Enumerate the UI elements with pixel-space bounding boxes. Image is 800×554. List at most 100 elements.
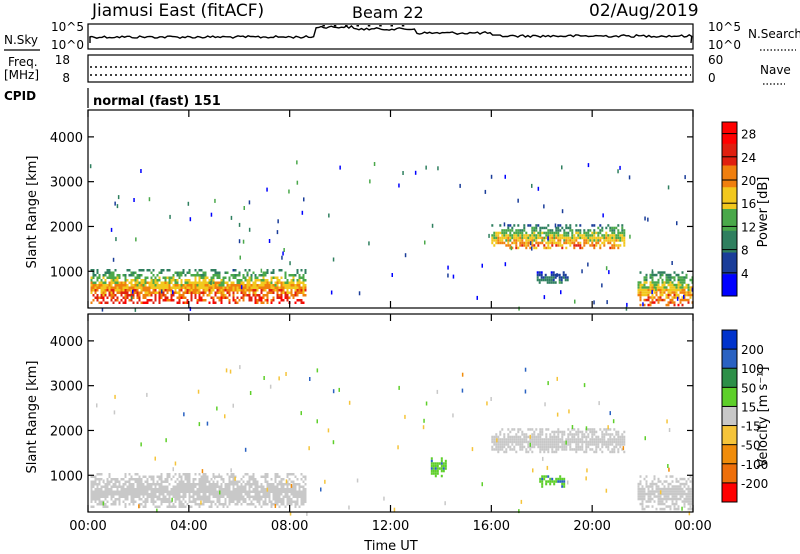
echo-cell (304, 279, 307, 282)
echo-cell (555, 229, 558, 232)
echo-cell (687, 502, 690, 506)
echo-cell (248, 286, 251, 289)
echo-cell (298, 493, 301, 496)
echo-cell (641, 490, 644, 493)
echo-cell (493, 234, 496, 237)
echo-cell (645, 291, 648, 294)
echo-cell (608, 270, 610, 275)
echo-cell (94, 289, 97, 292)
echo-cell (543, 445, 546, 449)
echo-cell (589, 448, 592, 451)
echo-cell (214, 485, 217, 488)
echo-cell (96, 483, 99, 486)
echo-cell (238, 495, 241, 498)
echo-cell (102, 284, 105, 287)
echo-cell (198, 490, 201, 493)
echo-cell (575, 244, 578, 247)
echo-cell (537, 241, 540, 245)
echo-cell (224, 286, 227, 289)
echo-cell (675, 477, 678, 481)
echo-cell (304, 284, 307, 287)
echo-cell (348, 505, 350, 510)
echo-cell (625, 306, 628, 311)
echo-cell (282, 483, 285, 486)
echo-cell (579, 224, 582, 227)
echo-cell (645, 485, 648, 488)
echo-cell (561, 234, 564, 237)
echo-cell (683, 477, 686, 481)
echo-cell (290, 490, 293, 493)
echo-cell (242, 480, 245, 483)
echo-cell (568, 409, 570, 414)
echo-cell (639, 271, 642, 274)
echo-cell (675, 273, 678, 277)
echo-cell (639, 482, 642, 486)
echo-cell (238, 271, 241, 274)
echo-cell (659, 293, 662, 297)
echo-cell (228, 291, 231, 294)
echo-cell (192, 498, 195, 501)
echo-cell (243, 206, 245, 210)
echo-cell (651, 281, 654, 284)
echo-cell (164, 281, 167, 284)
echo-cell (218, 488, 221, 491)
echo-cell (655, 293, 658, 297)
echo-cell (262, 279, 265, 282)
echo-cell (659, 296, 662, 299)
echo-cell (218, 286, 221, 289)
echo-cell (166, 269, 169, 272)
echo-cell (539, 428, 542, 431)
echo-cell (250, 483, 253, 486)
echo-cell (116, 204, 119, 209)
echo-cell (176, 286, 179, 289)
echo-cell (254, 493, 257, 496)
echo-cell (182, 483, 185, 486)
echo-cell (274, 289, 277, 292)
echo-cell (539, 433, 542, 436)
echo-cell (555, 234, 558, 237)
echo-cell (122, 281, 125, 284)
echo-cell (98, 503, 101, 506)
echo-cell (132, 488, 135, 491)
echo-cell (641, 500, 644, 503)
echo-cell (164, 276, 167, 279)
echo-cell (104, 289, 107, 292)
echo-cell (192, 480, 195, 483)
echo-cell (198, 498, 201, 501)
echo-cell (158, 286, 161, 289)
echo-cell (548, 278, 551, 282)
echo-cell (92, 505, 95, 508)
echo-cell (593, 438, 596, 441)
echo-cell (683, 288, 686, 292)
echo-cell (286, 485, 289, 488)
echo-cell (539, 430, 542, 434)
echo-cell (172, 467, 174, 472)
echo-cell (539, 443, 542, 446)
echo-cell (96, 276, 99, 279)
echo-cell (667, 288, 670, 292)
echo-cell (272, 284, 275, 287)
echo-cell (669, 298, 672, 302)
echo-cell (583, 433, 586, 436)
echo-cell (222, 279, 225, 282)
echo-cell (581, 435, 584, 439)
echo-cell (550, 271, 553, 274)
echo-cell (274, 284, 277, 287)
echo-cell (609, 241, 612, 245)
echo-cell (250, 284, 253, 287)
echo-cell (160, 284, 163, 287)
echo-cell (184, 478, 187, 481)
echo-cell (639, 497, 642, 501)
echo-cell (673, 495, 676, 498)
echo-cell (286, 493, 289, 496)
echo-cell (647, 492, 650, 496)
echo-cell (96, 493, 99, 496)
echo-cell (254, 289, 257, 292)
echo-cell (436, 389, 439, 394)
echo-cell (254, 485, 257, 488)
echo-cell (613, 226, 616, 230)
echo-cell (540, 278, 543, 282)
echo-cell (286, 279, 289, 282)
echo-cell (100, 493, 103, 496)
